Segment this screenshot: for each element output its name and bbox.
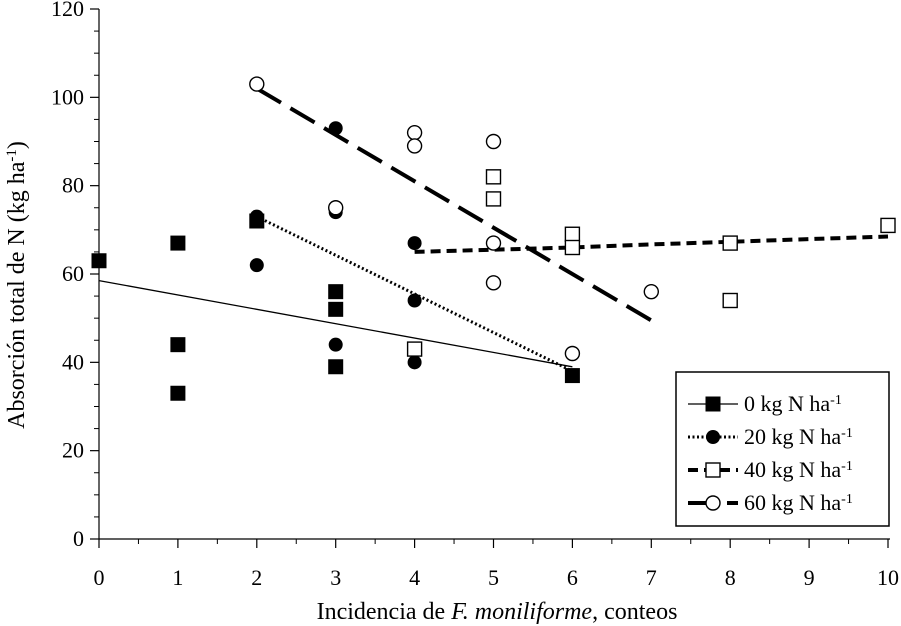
data-point-series-0 xyxy=(328,301,344,317)
data-point-series-0 xyxy=(328,359,344,375)
data-point-series-3 xyxy=(406,124,423,141)
data-point-series-2 xyxy=(485,169,502,185)
data-point-series-2 xyxy=(722,292,738,309)
legend-label: 0 kg N ha-1 xyxy=(744,391,842,416)
x-axis-title: Incidencia de F. moniliforme, conteos xyxy=(317,599,678,625)
trend-line-series-3 xyxy=(255,86,653,323)
y-tick-label: 100 xyxy=(51,84,84,109)
data-points xyxy=(91,76,896,401)
data-point-series-2 xyxy=(564,239,581,256)
trend-lines xyxy=(98,86,889,373)
legend-label: 60 kg N ha-1 xyxy=(744,490,853,515)
data-point-series-0 xyxy=(170,235,186,251)
data-point-series-0 xyxy=(170,385,186,401)
legend: 0 kg N ha-1 20 kg N ha-1 40 kg N ha-1 60 kg… xyxy=(675,371,890,527)
y-tick-label: 120 xyxy=(51,0,84,21)
legend-label: 20 kg N ha-1 xyxy=(744,424,853,449)
data-point-series-0 xyxy=(328,284,344,300)
data-point-series-2 xyxy=(722,235,738,251)
data-point-series-3 xyxy=(485,275,502,291)
trend-line-series-2 xyxy=(414,234,889,254)
data-point-series-2 xyxy=(485,191,502,207)
x-tick-label: 6 xyxy=(567,565,578,590)
x-tick-label: 4 xyxy=(409,565,420,590)
y-tick-label: 20 xyxy=(62,438,84,463)
x-tick-label: 10 xyxy=(877,565,899,590)
y-tick-label: 80 xyxy=(62,173,84,198)
legend-swatch-marker xyxy=(706,430,720,444)
data-point-series-2 xyxy=(564,226,581,242)
data-point-series-1 xyxy=(407,355,422,370)
y-tick-label: 0 xyxy=(73,526,84,551)
data-point-series-1 xyxy=(407,236,422,251)
data-point-series-3 xyxy=(564,345,581,362)
data-point-series-1 xyxy=(249,209,264,224)
y-tick-label: 40 xyxy=(62,349,84,374)
data-point-series-1 xyxy=(249,258,264,273)
y-axis-title: Absorción total de N (kg ha-1) xyxy=(4,141,30,429)
x-tick-label: 1 xyxy=(172,565,183,590)
x-tick-label: 0 xyxy=(94,565,105,590)
data-point-series-0 xyxy=(564,368,580,384)
data-point-series-1 xyxy=(407,293,422,308)
legend-swatch-marker xyxy=(705,462,721,478)
x-tick-label: 8 xyxy=(725,565,736,590)
data-point-series-0 xyxy=(91,253,107,269)
data-point-series-3 xyxy=(328,200,344,216)
y-tick-label: 60 xyxy=(62,261,84,286)
data-point-series-3 xyxy=(643,283,659,300)
data-point-series-3 xyxy=(249,76,265,92)
legend-label: 40 kg N ha-1 xyxy=(744,457,853,482)
data-point-series-2 xyxy=(406,341,423,357)
x-tick-label: 9 xyxy=(804,565,815,590)
data-point-series-1 xyxy=(328,121,343,136)
data-point-series-3 xyxy=(485,133,502,150)
legend-swatch-marker xyxy=(705,396,721,412)
legend-swatch-marker xyxy=(705,495,721,511)
data-point-series-3 xyxy=(485,235,502,251)
trend-line-series-0 xyxy=(98,279,573,368)
data-point-series-2 xyxy=(880,217,896,234)
x-tick-label: 2 xyxy=(251,565,262,590)
data-point-series-3 xyxy=(406,138,423,154)
data-point-series-0 xyxy=(170,337,186,353)
x-tick-label: 7 xyxy=(646,565,657,590)
data-point-series-1 xyxy=(328,337,343,352)
x-tick-label: 5 xyxy=(488,565,499,590)
x-tick-label: 3 xyxy=(330,565,341,590)
